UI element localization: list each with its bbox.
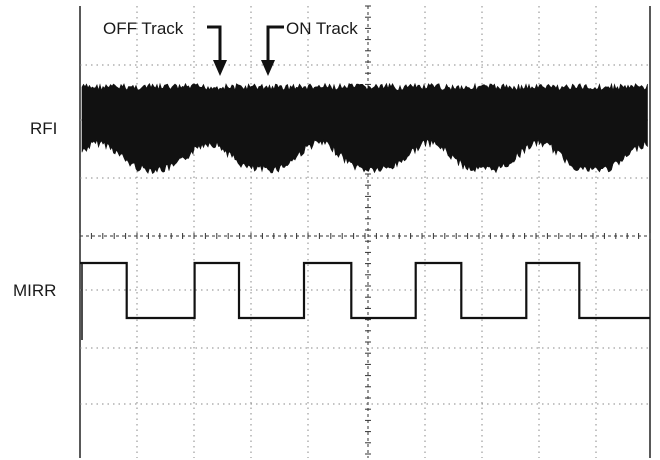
off-track-arrowhead <box>213 60 227 76</box>
graticule <box>79 5 651 458</box>
traces <box>80 82 650 340</box>
channel-label-rfi: RFI <box>30 119 57 138</box>
on-track-arrow-line <box>266 25 284 62</box>
channel-label-mirr: MIRR <box>13 281 56 300</box>
annotation-on-track: ON Track <box>286 19 358 38</box>
on-track-arrowhead <box>261 60 275 76</box>
annotation-arrows <box>207 25 284 76</box>
off-track-arrow-line <box>207 25 222 62</box>
rfi-trace <box>81 82 648 174</box>
annotation-off-track: OFF Track <box>103 19 184 38</box>
mirr-trace <box>80 261 650 320</box>
